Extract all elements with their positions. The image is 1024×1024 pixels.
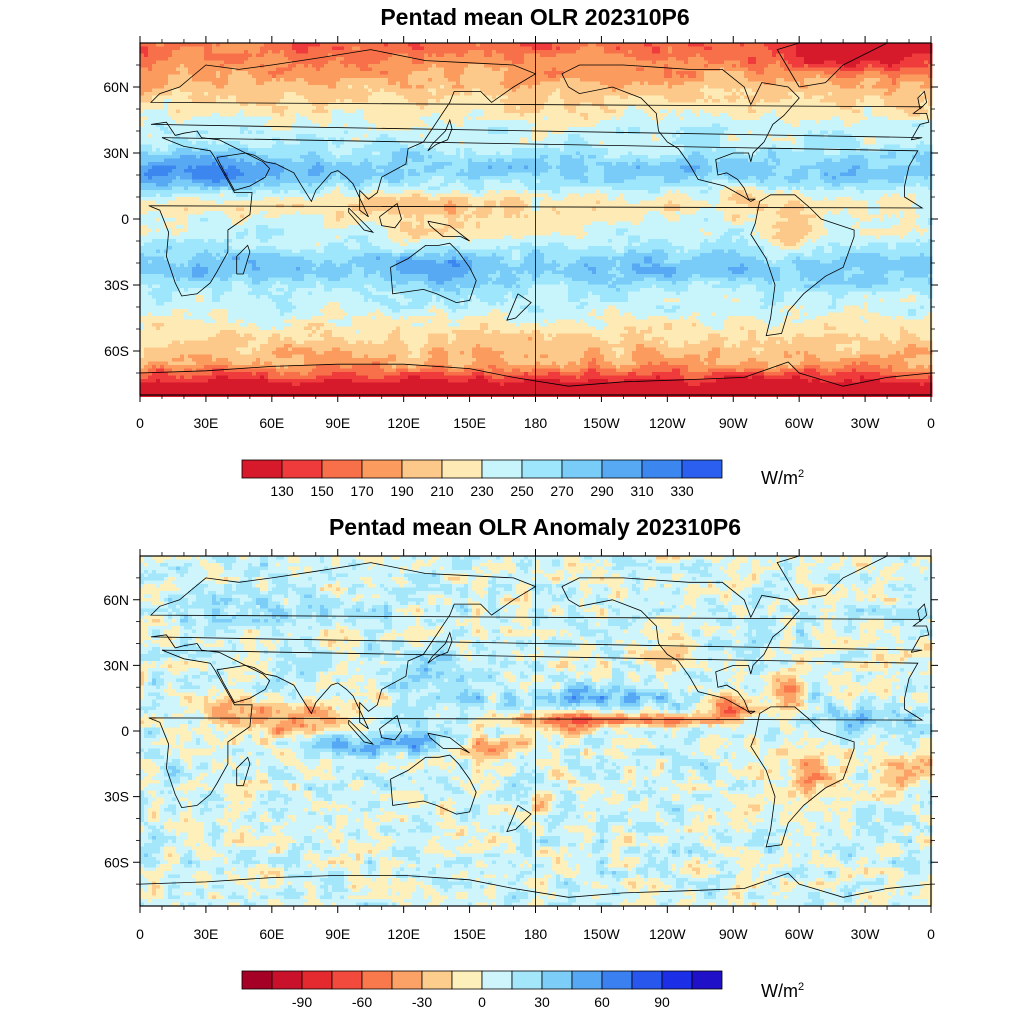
lat-tick-label: 30N [103, 145, 129, 161]
colorbar-swatch [482, 971, 512, 989]
lon-tick-label: 150E [453, 926, 486, 942]
lat-tick-label: 0 [121, 211, 129, 227]
lon-tick-label: 30E [193, 415, 218, 431]
lon-tick-label: 0 [927, 415, 935, 431]
colorbar-label: 230 [470, 483, 494, 499]
colorbar-label: 0 [478, 994, 486, 1010]
colorbar-label: 170 [350, 483, 374, 499]
lat-tick-label: 60N [103, 79, 129, 95]
colorbar-swatch [242, 971, 272, 989]
colorbar-swatch [282, 460, 322, 478]
colorbar-label: 130 [270, 483, 294, 499]
colorbar-swatch [662, 971, 692, 989]
colorbar-label: 330 [670, 483, 694, 499]
colorbar-label: 210 [430, 483, 454, 499]
lat-tick-label: 30S [104, 277, 129, 293]
lon-tick-label: 90W [719, 926, 749, 942]
lon-tick-label: 150W [583, 415, 620, 431]
lon-tick-label: 120W [649, 415, 686, 431]
colorbar-swatch [302, 971, 332, 989]
lon-tick-label: 30W [851, 926, 881, 942]
lon-tick-label: 150W [583, 926, 620, 942]
lat-tick-label: 60S [104, 854, 129, 870]
colorbar-swatch [242, 460, 282, 478]
lon-tick-label: 180 [524, 926, 548, 942]
colorbar-swatch [362, 971, 392, 989]
colorbar-swatch [362, 460, 402, 478]
lon-tick-label: 90E [325, 415, 350, 431]
lat-tick-label: 0 [121, 723, 129, 739]
colorbar-label: 250 [510, 483, 534, 499]
lon-tick-label: 150E [453, 415, 486, 431]
colorbar-swatch [572, 971, 602, 989]
map-2-field [140, 556, 932, 906]
colorbar-label: -90 [292, 994, 312, 1010]
lon-tick-label: 120W [649, 926, 686, 942]
colorbar-swatch [692, 971, 722, 989]
colorbar-swatch [482, 460, 522, 478]
lon-tick-label: 60E [259, 926, 284, 942]
colorbar-label: 310 [630, 483, 654, 499]
lon-tick-label: 0 [136, 415, 144, 431]
colorbar-swatch [682, 460, 722, 478]
lat-tick-label: 60S [104, 343, 129, 359]
colorbar-label: 60 [594, 994, 610, 1010]
colorbar-swatch [632, 971, 662, 989]
lon-tick-label: 120E [387, 415, 420, 431]
colorbar-swatch [332, 971, 362, 989]
map-panel-2: 60N 30N 0 30S 60S 0 30E 60E 90E 120E 150E 180 150W 12… [103, 549, 938, 1010]
lon-tick-label: 30W [851, 415, 881, 431]
lon-tick-label: 90E [325, 926, 350, 942]
lon-tick-label: 30E [193, 926, 218, 942]
colorbar-swatch [512, 971, 542, 989]
map-panel-1: 60N 30N 0 30S 60S 0 30E 60E 90E 120E 150E 180 150W 12… [103, 36, 938, 499]
colorbar-swatch [642, 460, 682, 478]
colorbar-swatch [522, 460, 562, 478]
colorbar-swatch [602, 971, 632, 989]
colorbar-label: 150 [310, 483, 334, 499]
colorbar-label: 30 [534, 994, 550, 1010]
colorbar-2: -90 -60 -30 0 30 60 90 [242, 971, 722, 1010]
colorbar-swatch [272, 971, 302, 989]
colorbar-1: 130 150 170 190 210 230 250 270 290 310 330 [242, 460, 722, 499]
colorbar-swatch [442, 460, 482, 478]
lon-tick-label: 60E [259, 415, 284, 431]
lat-tick-label: 30N [103, 657, 129, 673]
colorbar-label: -60 [352, 994, 372, 1010]
colorbar-swatch [392, 971, 422, 989]
lon-tick-label: 120E [387, 926, 420, 942]
colorbar-swatch [322, 460, 362, 478]
colorbar-label: 190 [390, 483, 414, 499]
colorbar-swatch [402, 460, 442, 478]
colorbar-swatch [562, 460, 602, 478]
olr-figure: 60N 30N 0 30S 60S 0 30E 60E 90E 120E 150E 180 150W 12… [0, 0, 1024, 1024]
lat-tick-label: 30S [104, 789, 129, 805]
lon-tick-label: 90W [719, 415, 749, 431]
lat-tick-label: 60N [103, 592, 129, 608]
lon-tick-label: 60W [785, 415, 815, 431]
lon-tick-label: 0 [927, 926, 935, 942]
colorbar-swatch [452, 971, 482, 989]
colorbar-swatch [602, 460, 642, 478]
lon-tick-label: 0 [136, 926, 144, 942]
colorbar-label: -30 [412, 994, 432, 1010]
colorbar-swatch [542, 971, 572, 989]
lon-tick-label: 60W [785, 926, 815, 942]
colorbar-label: 290 [590, 483, 614, 499]
colorbar-label: 270 [550, 483, 574, 499]
map-1-field [140, 43, 932, 397]
colorbar-swatch [422, 971, 452, 989]
colorbar-label: 90 [654, 994, 670, 1010]
lon-tick-label: 180 [524, 415, 548, 431]
